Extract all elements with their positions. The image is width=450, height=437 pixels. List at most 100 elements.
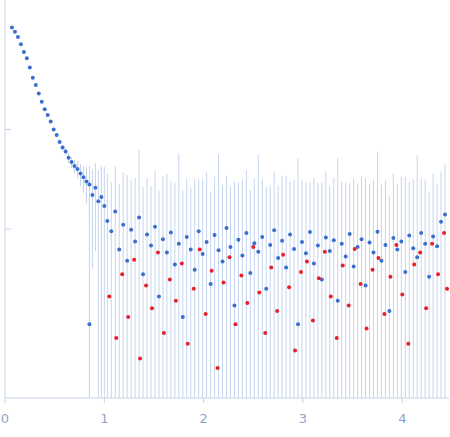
x-tick [104,398,105,403]
error-bars [12,27,445,398]
error-bar [115,166,116,398]
point [180,261,184,265]
point [371,268,375,272]
point [419,231,423,235]
error-bar [357,184,358,398]
point [43,107,47,111]
point [415,255,419,259]
point [22,50,26,54]
point [58,140,62,144]
point [205,240,209,244]
error-bar [417,155,418,398]
x-tick [402,398,403,403]
x-tick-label: 1 [100,411,108,426]
point [352,264,356,268]
point [439,220,443,224]
error-bar [349,183,350,398]
error-bar [111,182,112,398]
point [252,241,256,245]
x-tick [302,398,303,403]
point [132,258,136,262]
point [198,248,202,252]
error-bar [433,173,434,398]
error-bar [206,172,207,398]
point [173,262,177,266]
error-bar [174,182,175,398]
error-bar [286,176,287,398]
point [117,248,121,252]
error-bar [445,165,446,398]
point [93,186,97,190]
point [424,306,428,310]
point [296,322,300,326]
x-tick-label: 3 [299,411,307,426]
point [31,76,35,80]
point [70,160,74,164]
point [144,284,148,288]
point [305,260,309,264]
error-bar [101,166,102,398]
point [269,265,273,269]
error-bar [317,183,318,398]
point [64,150,68,154]
point [445,287,449,291]
point [317,276,321,280]
error-bar [89,187,90,398]
error-bar [214,176,215,398]
point [96,199,100,203]
point [138,356,142,360]
point [137,216,141,220]
point [264,287,268,291]
error-bar [381,185,382,398]
point [251,245,255,249]
point [388,275,392,279]
point [84,179,88,183]
error-bar [290,182,291,398]
error-bar [301,181,302,398]
point [387,309,391,313]
point [284,265,288,269]
error-bar [294,180,295,398]
point [107,294,111,298]
error-bar [234,182,235,398]
error-bar [401,177,402,398]
point [193,268,197,272]
point [157,294,161,298]
point [105,219,109,223]
error-bar [92,169,93,269]
error-bar [298,158,299,398]
point [403,270,407,274]
point [245,301,249,305]
point [442,231,446,235]
point [372,250,376,254]
point [55,133,59,137]
error-bar [421,179,422,398]
error-bar [353,178,354,398]
point [81,175,85,179]
error-bar [182,191,183,398]
error-bar [166,174,167,398]
error-bar [373,180,374,398]
error-bar [329,186,330,398]
error-bar [190,187,191,398]
point [368,241,372,245]
point [336,299,340,303]
error-bar [393,173,394,398]
point [186,342,190,346]
point [287,285,291,289]
error-bar [385,180,386,398]
error-bar [226,176,227,398]
error-bar [270,186,271,398]
point [76,167,80,171]
point [141,272,145,276]
point [156,250,160,254]
error-bar [413,180,414,398]
point [113,209,117,213]
error-bar [151,186,152,398]
point [153,225,157,229]
point [87,182,91,186]
point [257,290,261,294]
point [228,245,232,249]
point [316,244,320,248]
point [436,272,440,276]
